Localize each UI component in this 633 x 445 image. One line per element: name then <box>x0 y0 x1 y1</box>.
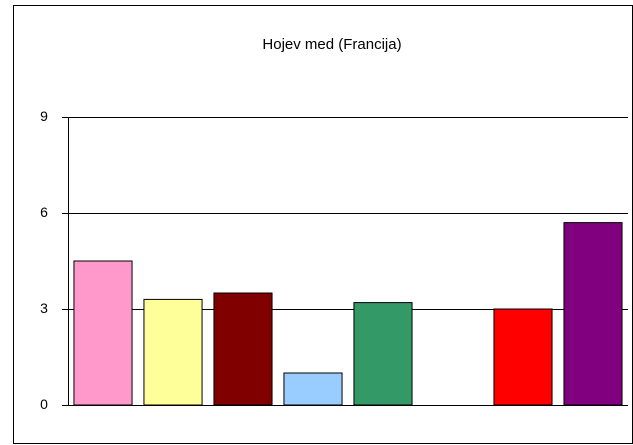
y-tick-label: 6 <box>40 204 48 220</box>
y-tick-label: 0 <box>40 396 48 412</box>
bar <box>213 292 273 406</box>
y-tick-label: 3 <box>40 300 48 316</box>
bar <box>143 298 203 406</box>
y-tick-label: 9 <box>40 108 48 124</box>
chart-title: Hojev med (Francija) <box>262 36 401 53</box>
bar <box>493 308 553 406</box>
bar <box>353 302 413 406</box>
bar <box>563 222 623 406</box>
bar <box>283 372 343 406</box>
bar <box>73 260 133 406</box>
